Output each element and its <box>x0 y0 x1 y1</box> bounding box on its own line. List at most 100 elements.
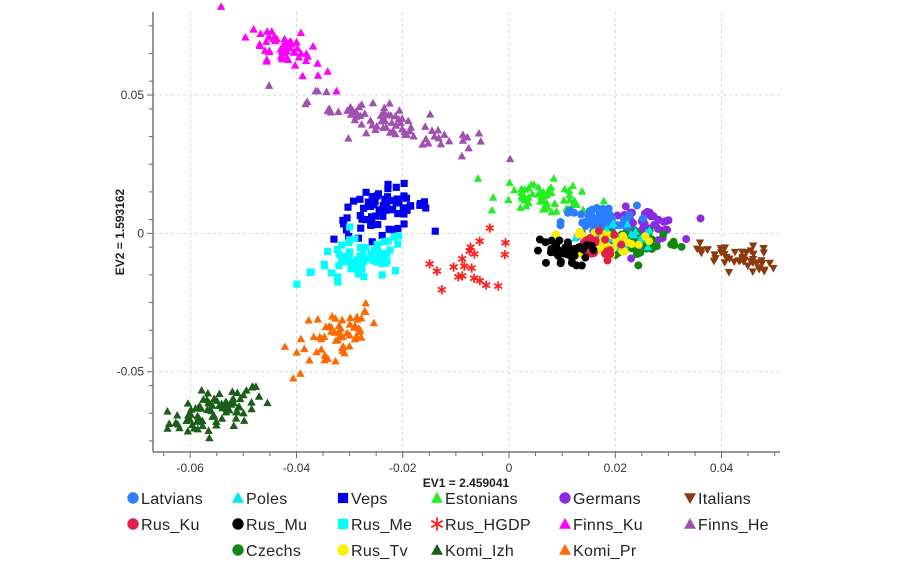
data-point <box>399 204 407 212</box>
data-point <box>599 196 609 205</box>
legend-item-veps: Veps <box>337 491 387 508</box>
gridlines <box>153 12 780 452</box>
data-point <box>348 264 356 272</box>
data-point <box>469 273 479 283</box>
data-point <box>186 405 196 413</box>
data-point <box>334 278 342 286</box>
data-point <box>357 120 366 128</box>
data-point <box>552 207 561 215</box>
data-point <box>501 238 510 248</box>
data-point <box>264 81 274 89</box>
data-point <box>368 238 376 246</box>
data-point <box>395 106 404 114</box>
germans-marker-icon <box>559 492 571 504</box>
data-point <box>327 327 336 335</box>
data-point <box>400 210 408 218</box>
series-italians <box>692 239 778 277</box>
data-point <box>325 322 334 330</box>
data-point <box>395 198 403 206</box>
data-point <box>394 240 402 248</box>
data-point <box>373 241 381 249</box>
data-point-stroke <box>500 251 510 258</box>
data-point <box>505 154 515 163</box>
data-point <box>400 179 408 188</box>
data-point <box>385 225 393 233</box>
data-point <box>380 103 389 112</box>
data-point <box>368 98 378 107</box>
data-points <box>163 2 778 442</box>
data-point <box>379 212 387 220</box>
data-point <box>682 235 691 244</box>
data-point <box>335 261 343 270</box>
data-point <box>351 107 360 116</box>
data-point <box>313 71 323 79</box>
data-point <box>703 246 712 254</box>
data-point <box>430 132 439 140</box>
data-point <box>203 405 212 414</box>
data-point <box>165 419 174 427</box>
data-point <box>344 203 352 211</box>
data-point <box>710 251 719 259</box>
data-point <box>340 220 348 228</box>
data-point <box>400 220 408 228</box>
legend-label: Rus_Mu <box>246 517 307 534</box>
data-point <box>603 256 612 265</box>
data-point <box>716 245 725 253</box>
data-point <box>324 104 334 112</box>
data-point <box>397 124 407 133</box>
data-point <box>204 398 213 406</box>
data-point <box>163 424 172 432</box>
data-point <box>350 115 360 124</box>
data-point <box>357 313 366 322</box>
data-point <box>749 250 758 259</box>
data-point <box>317 345 326 353</box>
data-point <box>270 32 279 41</box>
data-point <box>301 56 311 65</box>
data-point <box>510 185 519 194</box>
data-point <box>289 48 299 56</box>
data-point <box>330 235 338 243</box>
legend-label: Latvians <box>141 491 203 508</box>
data-point <box>757 260 767 268</box>
data-point <box>392 183 400 191</box>
data-point <box>313 315 322 323</box>
series-rus-me <box>293 223 403 288</box>
legend: Latvians Poles Veps Estonians Germans Italian… <box>127 491 769 560</box>
data-point <box>344 257 353 266</box>
data-point <box>346 223 354 231</box>
estonians-marker-icon <box>431 492 443 503</box>
data-point <box>759 249 768 258</box>
data-point <box>769 265 778 273</box>
data-point <box>643 242 653 251</box>
data-point <box>394 210 402 218</box>
data-point <box>619 233 628 242</box>
data-point <box>551 248 560 257</box>
data-point <box>242 386 251 394</box>
legend-item-finns-ku: Finns_Ku <box>559 517 643 534</box>
x-axis-label: EV1 = 2.459041 <box>423 476 510 490</box>
data-point <box>374 190 383 198</box>
data-point <box>692 245 702 254</box>
data-point <box>754 265 764 274</box>
data-point <box>459 261 469 271</box>
data-point <box>378 271 386 279</box>
data-point <box>481 280 491 290</box>
data-point <box>293 280 301 288</box>
data-point-stroke <box>457 255 467 262</box>
data-point <box>485 223 495 233</box>
data-point <box>333 245 341 254</box>
data-point <box>384 180 392 188</box>
data-point <box>359 248 367 256</box>
data-point <box>752 259 762 267</box>
data-point <box>371 246 379 254</box>
data-point <box>372 212 380 220</box>
data-point <box>696 214 705 223</box>
data-point <box>384 237 392 245</box>
data-point <box>391 267 400 275</box>
data-point <box>300 344 309 353</box>
data-point <box>742 249 751 257</box>
data-point-stroke <box>457 272 467 279</box>
data-point <box>336 323 345 332</box>
data-point <box>457 254 467 264</box>
data-point <box>334 107 343 116</box>
